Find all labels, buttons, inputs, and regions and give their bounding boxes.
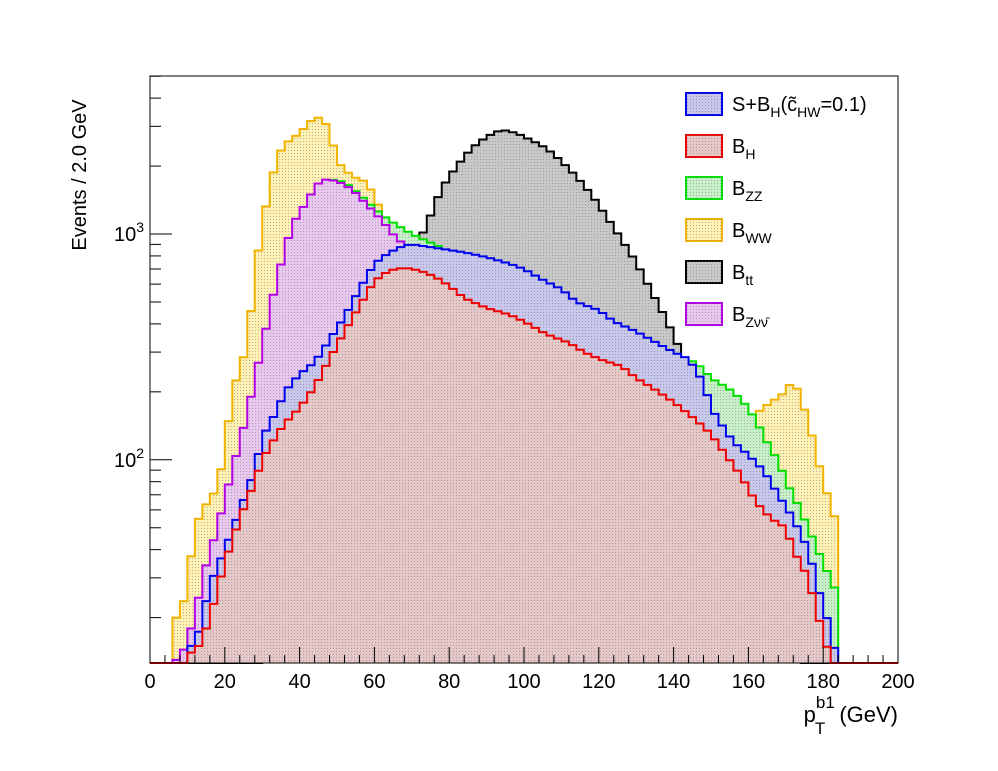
y-tick-label: 103 [114,219,144,246]
y-axis-title: Events / 2.0 GeV [69,99,91,251]
legend-label: BH [732,136,755,162]
legend: S+BH(c̃HW=0.1) BH BZZ BWW Btt BZνν̄ [685,92,867,330]
legend-entry-bzz: BZZ [685,176,763,204]
x-tick-label: 0 [144,671,155,693]
series-bh-hatch [150,268,898,663]
legend-swatch-hatch [686,219,722,241]
x-tick-label: 180 [807,671,840,693]
series-sig-line [150,243,898,664]
legend-entry-btt: Btt [685,260,753,288]
x-tick-label: 100 [507,671,540,693]
series-bh-line [150,267,898,664]
x-tick-label: 160 [732,671,765,693]
legend-entry-bww: BWW [685,218,773,246]
x-tick-label: 140 [657,671,690,693]
axis-labels: Events / 2.0 GeV pb1 T (GeV) [69,99,898,738]
series-layer [150,116,898,664]
axes-layer: 0 20 40 60 80 100 120 140 160 180 200 103 102 [114,75,915,693]
legend-label: BZνν̄ [732,304,770,330]
legend-label: S+BH(c̃HW=0.1) [732,94,867,120]
x-tick-label: 60 [363,671,385,693]
legend-swatch-hatch [686,177,722,199]
legend-label: BZZ [732,178,763,204]
y-tick-label: 102 [114,445,144,472]
series-bh [150,267,898,664]
legend-entry-sig: S+BH(c̃HW=0.1) [685,92,867,120]
legend-label: BWW [732,220,773,246]
legend-swatch-hatch [686,303,722,325]
x-tick-label: 80 [438,671,460,693]
x-axis-title: pb1 T (GeV) [804,693,898,738]
legend-label: Btt [732,262,753,288]
x-tick-label: 20 [214,671,236,693]
legend-swatch-hatch [686,93,722,115]
x-tick-label: 200 [881,671,914,693]
legend-entry-bznn: BZνν̄ [685,302,770,330]
legend-swatch-hatch [686,261,722,283]
x-tick-label: 120 [582,671,615,693]
x-tick-label: 40 [288,671,310,693]
legend-swatch-hatch [686,135,722,157]
legend-entry-bh: BH [685,134,755,162]
